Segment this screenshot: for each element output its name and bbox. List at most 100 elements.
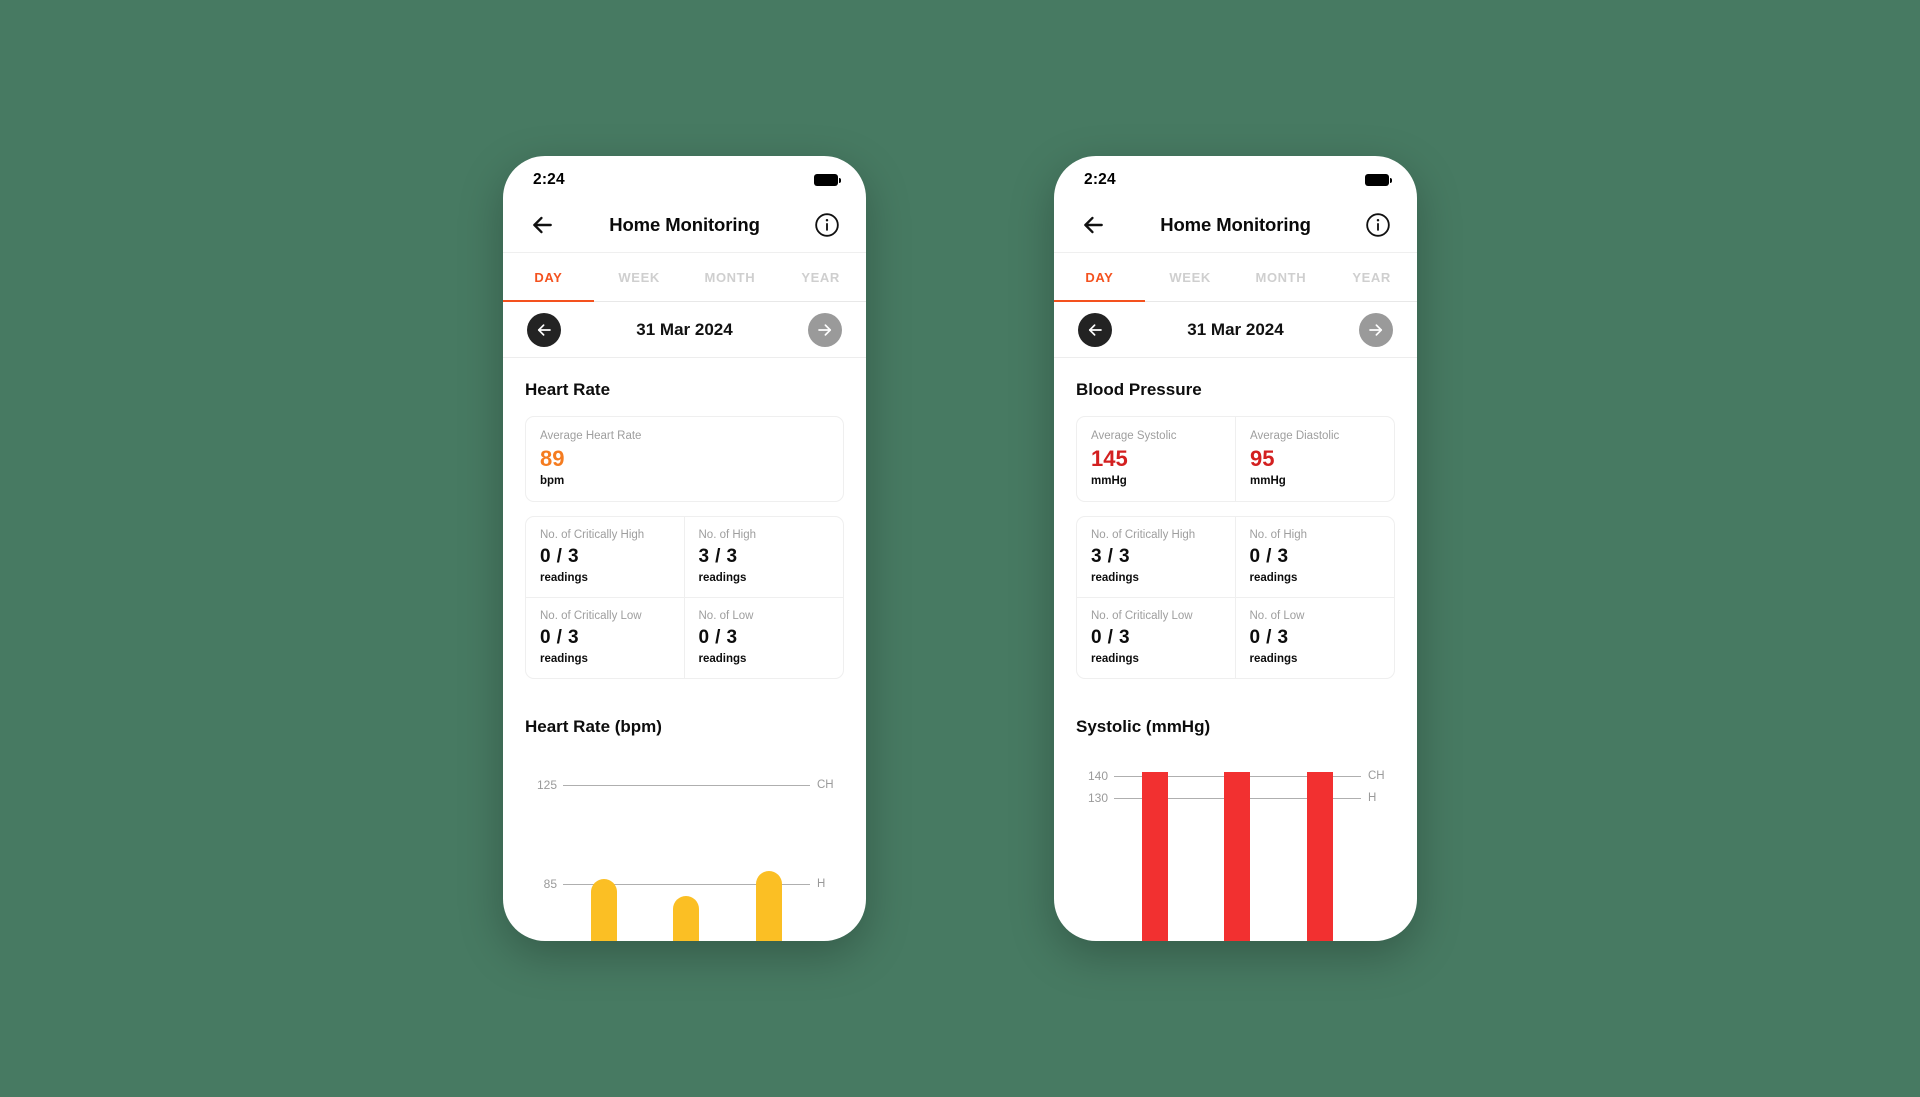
arrow-left-circle-icon[interactable] bbox=[1078, 312, 1112, 347]
average-value: 89 bbox=[540, 446, 565, 471]
readings-grid: No. of Critically High 0 / 3 readings No. o… bbox=[525, 516, 844, 680]
arrow-left-circle-icon[interactable] bbox=[527, 312, 561, 347]
average-unit: mmHg bbox=[1091, 475, 1127, 488]
axis-tick-label: 140 bbox=[1087, 769, 1108, 784]
phone-blood-pressure: 2:24 Home Monitoring DAY WEEK MONTH YEAR 31 Ma… bbox=[1054, 156, 1417, 941]
reading-value: 0 / 3 bbox=[698, 627, 738, 649]
chart-blood-pressure: 140CH130H55L bbox=[1076, 765, 1395, 941]
gridline: 130 H bbox=[1088, 791, 1376, 805]
average-card: Average Heart Rate 89 bpm bbox=[525, 416, 844, 503]
gridline: 125 CH bbox=[537, 778, 834, 792]
reading-cell: No. of Critically High 0 / 3 readings bbox=[526, 517, 685, 599]
arrow-left-icon[interactable] bbox=[525, 208, 559, 242]
info-circle-icon[interactable] bbox=[1361, 208, 1395, 242]
tab-month[interactable]: MONTH bbox=[704, 269, 756, 285]
status-icons bbox=[814, 174, 841, 186]
status-time: 2:24 bbox=[533, 171, 565, 188]
reading-label: No. of Critically Low bbox=[540, 610, 642, 623]
section-title: Heart Rate bbox=[525, 380, 611, 399]
reading-unit: readings bbox=[1249, 653, 1298, 666]
battery-full-icon bbox=[814, 174, 841, 186]
page-title: Home Monitoring bbox=[1160, 214, 1311, 235]
reading-unit: readings bbox=[698, 653, 747, 666]
period-tabs: DAY WEEK MONTH YEAR bbox=[1054, 252, 1417, 302]
reading-value: 0 / 3 bbox=[1249, 546, 1289, 568]
nav-bar: Home Monitoring bbox=[503, 198, 866, 252]
scroll-content: Heart Rate Average Heart Rate 89 bpm No. of … bbox=[503, 358, 866, 941]
reading-label: No. of Critically High bbox=[540, 529, 645, 542]
average-label: Average Heart Rate bbox=[540, 430, 642, 442]
reading-label: No. of Critically Low bbox=[1091, 610, 1193, 623]
period-tabs: DAY WEEK MONTH YEAR bbox=[503, 252, 866, 302]
tab-week[interactable]: WEEK bbox=[1169, 269, 1211, 285]
status-icons bbox=[1365, 174, 1392, 186]
tab-year[interactable]: YEAR bbox=[1352, 269, 1391, 285]
reading-cell: No. of Critically Low 0 / 3 readings bbox=[1077, 598, 1236, 679]
axis-tick-label: 125 bbox=[536, 777, 557, 792]
threshold-label: CH bbox=[817, 778, 834, 791]
average-value: 145 bbox=[1091, 446, 1128, 471]
reading-label: No. of Low bbox=[698, 610, 754, 623]
chart-title: Systolic (mmHg) bbox=[1076, 717, 1211, 737]
average-value: 95 bbox=[1250, 446, 1275, 471]
reading-unit: readings bbox=[1091, 572, 1139, 585]
screenshot-root: 2:24 Home Monitoring DAY WEEK MONTH YEAR 31 Ma… bbox=[503, 156, 1417, 941]
reading-cell: No. of High 3 / 3 readings bbox=[684, 517, 843, 599]
chart-heart-rate: 125CH85H55L bbox=[525, 765, 844, 941]
reading-label: No. of High bbox=[698, 529, 757, 542]
threshold-label: H bbox=[817, 877, 826, 890]
reading-label: No. of High bbox=[1249, 529, 1308, 542]
average-cell-0: Average Heart Rate 89 bpm bbox=[526, 417, 685, 501]
reading-unit: readings bbox=[1091, 653, 1139, 666]
phone-heart-rate: 2:24 Home Monitoring DAY WEEK MONTH YEAR 31 Ma… bbox=[503, 156, 866, 941]
tab-year[interactable]: YEAR bbox=[801, 269, 840, 285]
reading-unit: readings bbox=[698, 572, 747, 585]
tab-week[interactable]: WEEK bbox=[618, 269, 660, 285]
reading-value: 0 / 3 bbox=[1091, 627, 1130, 649]
reading-cell: No. of Low 0 / 3 readings bbox=[685, 598, 844, 678]
axis-tick-label: 130 bbox=[1087, 790, 1108, 805]
tab-day[interactable]: DAY bbox=[1054, 253, 1145, 302]
gridline: 140 CH bbox=[1088, 769, 1385, 783]
reading-unit: readings bbox=[540, 572, 588, 585]
reading-cell: No. of Critically High 3 / 3 readings bbox=[1077, 517, 1236, 599]
axis-tick-label: 85 bbox=[543, 876, 557, 891]
average-label: Average Systolic bbox=[1091, 430, 1177, 442]
battery-full-icon bbox=[1365, 174, 1392, 186]
threshold-label: H bbox=[1368, 791, 1377, 804]
tab-month[interactable]: MONTH bbox=[1255, 269, 1307, 285]
date-nav: 31 Mar 2024 bbox=[503, 302, 866, 358]
tab-day[interactable]: DAY bbox=[503, 253, 594, 302]
section-title: Blood Pressure bbox=[1076, 380, 1202, 399]
nav-bar: Home Monitoring bbox=[1054, 198, 1417, 252]
reading-unit: readings bbox=[540, 653, 588, 666]
reading-cell: No. of Critically Low 0 / 3 readings bbox=[526, 598, 685, 679]
average-cell-1: Average Diastolic 95 mmHg bbox=[1235, 417, 1394, 502]
reading-value: 3 / 3 bbox=[698, 546, 738, 568]
status-bar: 2:24 bbox=[503, 156, 866, 198]
info-circle-icon[interactable] bbox=[810, 208, 844, 242]
readings-grid: No. of Critically High 3 / 3 readings No. o… bbox=[1076, 516, 1395, 680]
average-card: Average Systolic 145 mmHg Average Diastolic… bbox=[1076, 416, 1395, 503]
chart-gridlines: 125CH85H55L bbox=[537, 765, 834, 941]
reading-value: 0 / 3 bbox=[540, 627, 579, 649]
date-nav: 31 Mar 2024 bbox=[1054, 302, 1417, 358]
chart-title: Heart Rate (bpm) bbox=[525, 717, 662, 737]
reading-value: 3 / 3 bbox=[1091, 546, 1130, 568]
average-cell-0: Average Systolic 145 mmHg bbox=[1077, 417, 1235, 501]
reading-value: 0 / 3 bbox=[1249, 627, 1289, 649]
reading-cell: No. of Low 0 / 3 readings bbox=[1236, 598, 1395, 678]
status-time: 2:24 bbox=[1084, 171, 1116, 188]
arrow-right-circle-icon[interactable] bbox=[808, 312, 842, 347]
reading-value: 0 / 3 bbox=[540, 546, 579, 568]
current-date: 31 Mar 2024 bbox=[636, 319, 733, 339]
gridline: 85 H bbox=[544, 877, 826, 891]
current-date: 31 Mar 2024 bbox=[1187, 319, 1284, 339]
page-title: Home Monitoring bbox=[609, 214, 760, 235]
arrow-left-icon[interactable] bbox=[1076, 208, 1110, 242]
reading-label: No. of Critically High bbox=[1091, 529, 1196, 542]
reading-cell: No. of High 0 / 3 readings bbox=[1235, 517, 1394, 599]
arrow-right-circle-icon[interactable] bbox=[1359, 312, 1393, 347]
average-label: Average Diastolic bbox=[1250, 430, 1340, 442]
status-bar: 2:24 bbox=[1054, 156, 1417, 198]
